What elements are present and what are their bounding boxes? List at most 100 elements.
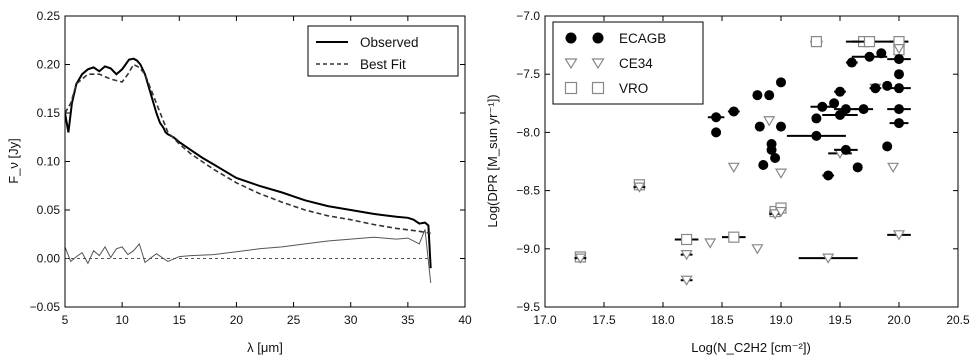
ecagb-point [894, 69, 904, 80]
ecagb-point [882, 80, 893, 91]
ce34-point [727, 162, 740, 174]
ecagb-point [840, 144, 851, 155]
dpr-panel: 17.0 17.5 18.0 18.5 19.0 19.5 20.0 20.5 −9.5 −9.0… [485, 9, 970, 355]
y-tick-label: 0.05 [37, 203, 61, 217]
ecagb-point [776, 121, 786, 132]
y-tick-label: −7.5 [516, 67, 540, 81]
ce34-point [704, 238, 717, 249]
ecagb-point [811, 130, 822, 141]
ce34-point [774, 206, 788, 218]
ecagb-point [858, 104, 869, 115]
ecagb-point [823, 170, 834, 181]
y-tick-label: 0.15 [37, 106, 61, 120]
x-tick-label: 20 [230, 313, 244, 327]
spectrum-series [65, 57, 432, 283]
dpr-legend: ECAGB CE34 VRO [552, 21, 704, 105]
ce34-point [822, 253, 835, 264]
ecagb-point [894, 83, 904, 94]
ecagb-point [894, 104, 904, 115]
spectrum-y-axis-label: F_ν [Jy] [6, 138, 21, 184]
x-tick-label: 20.0 [887, 313, 911, 327]
y-tick-label: −0.05 [30, 300, 61, 314]
vro-point [680, 233, 693, 246]
ecagb-point [711, 112, 722, 123]
ecagb-point [711, 127, 722, 138]
ecagb-point [840, 104, 851, 115]
spectrum-legend: Observed Best Fit [307, 25, 459, 77]
y-tick-label: 0.00 [37, 252, 61, 266]
legend-ecagb-marker-a [565, 32, 577, 44]
spectrum-legend-box [307, 25, 459, 77]
dpr-x-axis-label: Log(N_C2H2 [cm⁻²]) [691, 340, 811, 355]
ecagb-point [894, 118, 904, 129]
ce34-point [887, 162, 900, 174]
x-tick-label: 20.5 [946, 313, 970, 327]
observed-spectrum-line [65, 57, 432, 269]
x-tick-label: 17.5 [592, 313, 616, 327]
x-tick-label: 18.5 [710, 313, 734, 327]
ecagb-point [758, 159, 769, 170]
y-tick-label: −8.5 [516, 184, 540, 198]
ecagb-point [829, 98, 840, 109]
ecagb-point [770, 153, 781, 164]
legend-ecagb-marker-b [592, 32, 604, 44]
ce34-point [892, 43, 906, 55]
ecagb-point [846, 57, 857, 68]
ecagb-point [766, 144, 777, 155]
spectrum-panel: 5 10 15 20 25 30 35 40 −0.05 0.00 0.05 0.10 0.15 0.20… [6, 9, 472, 355]
ecagb-point [870, 83, 881, 94]
legend-ce34-label: CE34 [619, 56, 653, 71]
spectrum-axes-frame [64, 15, 466, 308]
x-tick-label: 40 [458, 313, 472, 327]
ce34-point [751, 244, 764, 255]
ecagb-point [764, 90, 775, 101]
spectrum-x-axis-label: λ [μm] [247, 340, 283, 355]
ecagb-point [776, 77, 786, 88]
ecagb-point [817, 101, 828, 112]
y-tick-label: 0.20 [37, 58, 61, 72]
legend-observed-label: Observed [360, 35, 419, 50]
ce34-point [892, 230, 906, 241]
dpr-series [574, 36, 911, 286]
x-tick-label: 19.5 [828, 313, 852, 327]
legend-vro-label: VRO [619, 81, 648, 96]
ecagb-point [852, 162, 863, 173]
x-tick-label: 10 [115, 313, 129, 327]
ecagb-point [882, 141, 893, 152]
x-tick-label: 19.0 [769, 313, 793, 327]
x-tick-label: 17.0 [533, 313, 557, 327]
ecagb-point [835, 86, 845, 97]
x-tick-label: 25 [287, 313, 301, 327]
x-tick-label: 5 [62, 313, 69, 327]
spectrum-ticks: 5 10 15 20 25 30 35 40 −0.05 0.00 0.05 0.10 0.15 0.20… [30, 9, 472, 327]
ce34-point [574, 253, 587, 264]
dpr-ticks: 17.0 17.5 18.0 18.5 19.0 19.5 20.0 20.5 −9.5 −9.0… [516, 9, 970, 327]
ce34-point [680, 275, 693, 286]
ecagb-point [728, 106, 739, 117]
dpr-axes-frame [544, 15, 959, 308]
ecagb-point [752, 90, 763, 101]
residual-line [65, 229, 432, 283]
legend-vro-marker-b [591, 81, 605, 95]
ecagb-point [811, 113, 822, 124]
ce34-point [774, 168, 788, 179]
ecagb-point [894, 54, 904, 65]
x-tick-label: 30 [344, 313, 358, 327]
legend-ecagb-label: ECAGB [619, 31, 666, 46]
ce34-point [680, 250, 693, 261]
ce34-point [633, 182, 646, 193]
y-tick-label: −9.5 [516, 300, 540, 314]
dpr-legend-box [552, 21, 704, 105]
ecagb-point [864, 51, 875, 62]
legend-bestfit-label: Best Fit [360, 57, 406, 72]
legend-vro-marker-a [564, 81, 578, 95]
ce34-point [769, 209, 782, 220]
ce34-point [763, 116, 776, 127]
x-tick-label: 35 [401, 313, 415, 327]
y-tick-label: 0.25 [37, 9, 61, 23]
x-tick-label: 15 [173, 313, 187, 327]
best-fit-line [65, 63, 431, 235]
x-tick-label: 18.0 [651, 313, 675, 327]
vro-point [863, 36, 876, 48]
